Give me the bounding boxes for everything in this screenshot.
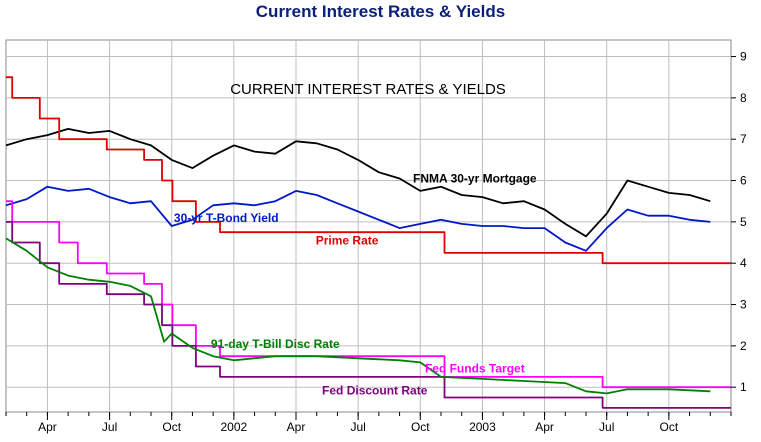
inner-title: CURRENT INTEREST RATES & YIELDS	[230, 81, 506, 98]
series-label-3: 91-day T-Bill Disc Rate	[211, 337, 340, 351]
x-tick-label-0: Apr	[38, 420, 57, 434]
x-tick-label-7: 2003	[469, 420, 496, 434]
y-tick-label-1: 1	[740, 380, 747, 394]
series-line-prime-rate	[6, 76, 731, 265]
series-label-4: Fed Funds Target	[425, 362, 525, 376]
x-tick-label-3: 2002	[221, 420, 248, 434]
x-tick-label-4: Apr	[287, 420, 306, 434]
x-tick-label-8: Apr	[535, 420, 554, 434]
y-tick-label-2: 2	[740, 339, 747, 353]
series-label-0: FNMA 30-yr Mortgage	[413, 172, 537, 186]
series-label-5: Fed Discount Rate	[322, 384, 428, 398]
x-tick-label-2: Oct	[162, 420, 181, 434]
series-labels: FNMA 30-yr Mortgage 30-yr T-Bond Yield Pri…	[174, 172, 537, 398]
series-label-2: Prime Rate	[316, 234, 379, 248]
x-tick-label-10: Oct	[660, 420, 679, 434]
x-tick-label-5: Jul	[350, 420, 365, 434]
page-title: Current Interest Rates & Yields	[255, 2, 506, 21]
y-tick-labels: 1 2 3 4 5 6 7 8 9	[731, 50, 747, 394]
series-line-fed-funds-target	[6, 200, 731, 389]
x-tick-label-1: Jul	[102, 420, 117, 434]
x-tick-label-6: Oct	[411, 420, 430, 434]
x-tick-label-9: Jul	[599, 420, 614, 434]
x-tick-labels: Apr Jul Oct 2002 Apr Jul Oct 2003 Apr Jul Oct	[38, 420, 679, 434]
series-lines	[5, 76, 731, 409]
y-tick-label-3: 3	[740, 298, 747, 312]
series-line-30-yr-t-bond-yield	[5, 185, 711, 252]
series-line-fnma-30-yr-mortgage	[5, 128, 711, 238]
y-tick-label-9: 9	[740, 50, 747, 64]
y-tick-label-4: 4	[740, 256, 747, 270]
series-label-1: 30-yr T-Bond Yield	[174, 211, 279, 225]
y-tick-label-5: 5	[740, 215, 747, 229]
series-line-91-day-t-bill-disc-rate	[5, 237, 711, 395]
y-tick-label-7: 7	[740, 132, 747, 146]
y-tick-label-6: 6	[740, 174, 747, 188]
y-tick-label-8: 8	[740, 91, 747, 105]
